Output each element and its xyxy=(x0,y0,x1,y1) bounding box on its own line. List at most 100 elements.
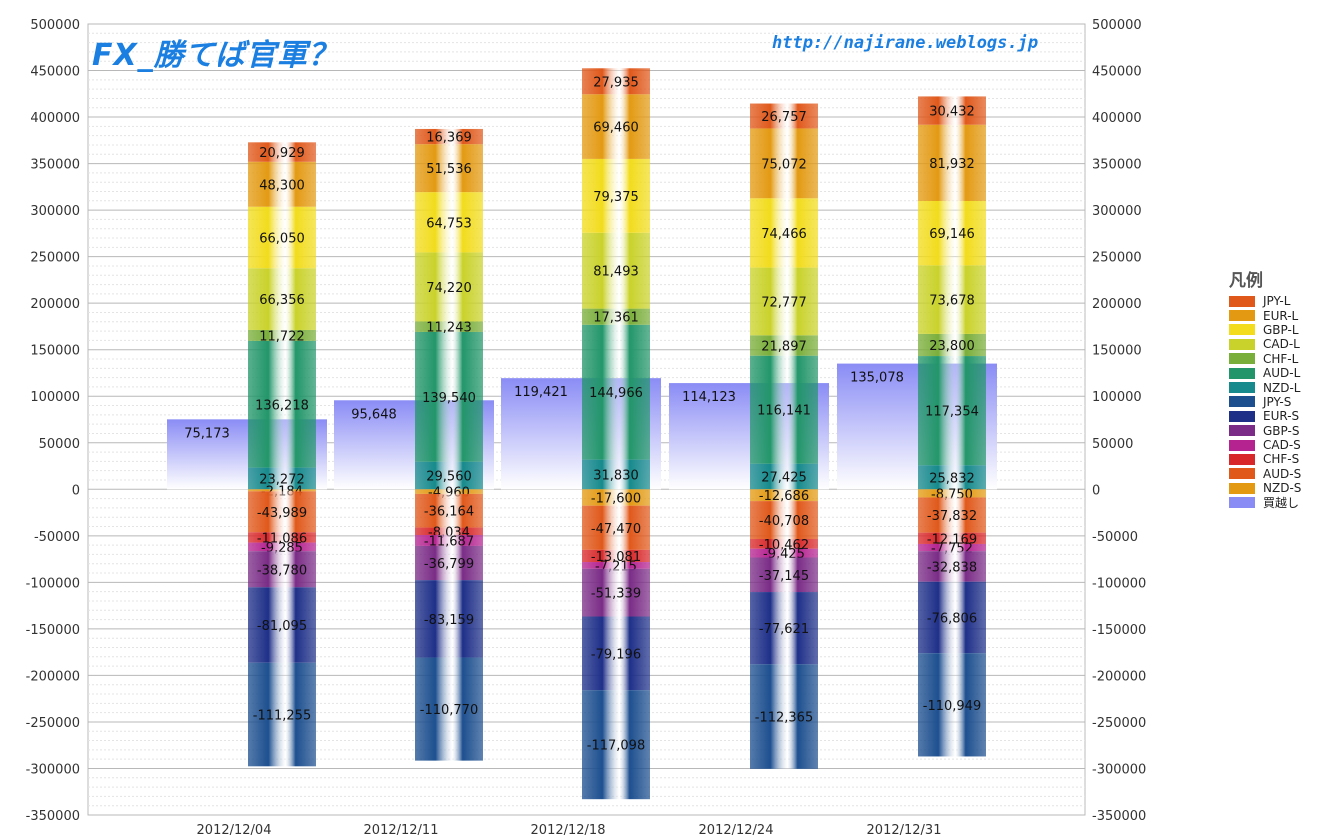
bar-segment xyxy=(248,142,316,162)
bar-segment xyxy=(415,144,483,193)
legend-item: JPY-L xyxy=(1229,294,1301,308)
x-tick-label: 2012/12/04 xyxy=(197,823,272,837)
y-tick-label-left: -250000 xyxy=(26,716,80,731)
y-tick-label-left: -100000 xyxy=(26,576,80,591)
bar-segment xyxy=(415,527,483,536)
legend-swatch xyxy=(1229,338,1255,350)
net-bar-label: 135,078 xyxy=(850,371,904,386)
bar-segment-label: -12,686 xyxy=(759,489,809,504)
y-tick-label-right: 450000 xyxy=(1092,65,1142,80)
stacked-bars: 23,272 136,218 11,722 66,356 66,050 48,300 20,… xyxy=(248,68,986,800)
bar-segment xyxy=(582,562,650,569)
bar-segment xyxy=(582,94,650,159)
y-tick-label-left: 450000 xyxy=(30,65,80,80)
bar-segment-label: -81,095 xyxy=(257,619,307,634)
x-tick-label: 2012/12/18 xyxy=(531,823,606,837)
legend-item: EUR-S xyxy=(1229,409,1301,423)
net-bar-label: 75,173 xyxy=(184,426,230,441)
bar-segment xyxy=(248,551,316,588)
bar-segment xyxy=(918,465,986,490)
x-tick-label: 2012/12/31 xyxy=(867,823,942,837)
y-tick-label-right: -250000 xyxy=(1092,716,1146,731)
bar-segment-label: -11,687 xyxy=(424,534,474,549)
legend-item: JPY-S xyxy=(1229,395,1301,409)
bar-segment xyxy=(415,545,483,581)
bar-segment xyxy=(918,265,986,334)
bar-segment-label: -110,949 xyxy=(923,699,981,714)
legend-swatch xyxy=(1229,382,1255,394)
bar-segment xyxy=(582,158,650,233)
bar-segment-label: 74,466 xyxy=(761,227,807,242)
bar-segment xyxy=(750,557,818,593)
bar-segment xyxy=(918,489,986,498)
bar-segment-label: 26,757 xyxy=(761,110,807,125)
bar-segment xyxy=(415,580,483,658)
legend-label: CHF-S xyxy=(1263,452,1300,467)
bar-segment-label: 74,220 xyxy=(426,281,472,296)
bar-segment-label: 11,722 xyxy=(259,329,305,344)
legend-label: EUR-S xyxy=(1263,409,1300,424)
y-tick-label-right: 50000 xyxy=(1092,437,1133,452)
bar-segment xyxy=(415,657,483,761)
legend-label: EUR-L xyxy=(1263,308,1299,323)
y-tick-label-left: -50000 xyxy=(34,530,80,545)
net-bar-label: 114,123 xyxy=(682,390,736,405)
bar-segment-label: 27,935 xyxy=(593,75,639,90)
y-axis-right: 5000004500004000003500003000002500002000… xyxy=(1092,18,1146,824)
bar-segment xyxy=(750,335,818,356)
y-tick-label-left: -200000 xyxy=(26,669,80,684)
bar-segment xyxy=(248,489,316,492)
bar-segment-label: 66,356 xyxy=(259,293,305,308)
bar-segment-label: 20,929 xyxy=(259,146,305,161)
legend-swatch xyxy=(1229,425,1255,437)
legend-label: 買越し xyxy=(1263,496,1300,511)
bar-segment xyxy=(248,161,316,207)
bar-segment xyxy=(582,324,650,460)
bar-segment-label: -110,770 xyxy=(420,703,478,718)
bar-segment-label: 21,897 xyxy=(761,340,807,355)
bar-segment-label: 136,218 xyxy=(255,398,309,413)
bar-segment xyxy=(918,333,986,357)
bar-segment xyxy=(918,551,986,582)
legend-label: CAD-L xyxy=(1263,337,1300,352)
legend-swatch xyxy=(1229,353,1255,365)
legend: 凡例 JPY-L EUR-L GBP-L CAD-L CHF-L AUD-L NZD-L JP… xyxy=(1229,266,1301,510)
bar-segment-label: 73,678 xyxy=(929,294,975,309)
site-url[interactable]: http://najirane.weblogs.jp xyxy=(772,33,1039,53)
bar-segment xyxy=(248,587,316,663)
y-tick-label-left: -300000 xyxy=(26,762,80,777)
bar-segment xyxy=(750,267,818,336)
legend-swatch xyxy=(1229,295,1255,307)
legend-label: GBP-L xyxy=(1263,322,1299,337)
y-tick-label-right: 200000 xyxy=(1092,297,1142,312)
bar-segment xyxy=(415,493,483,528)
legend-item: EUR-L xyxy=(1229,308,1301,323)
y-tick-label-right: -50000 xyxy=(1092,530,1138,545)
bar-segment xyxy=(750,198,818,268)
y-tick-label-left: 300000 xyxy=(30,204,80,219)
bar-segment xyxy=(415,128,483,145)
bar-segment-label: 66,050 xyxy=(259,231,305,246)
y-tick-label-left: 100000 xyxy=(30,390,80,405)
bar-segment-label: 117,354 xyxy=(925,405,979,420)
legend-swatch xyxy=(1229,367,1255,379)
bar-segment-label: 30,432 xyxy=(929,105,975,120)
bar-segment-label: 27,425 xyxy=(761,471,807,486)
bar-segment xyxy=(582,489,650,506)
bar-segment-label: 81,493 xyxy=(593,265,639,280)
bar-segment-label: 116,141 xyxy=(757,404,811,419)
bar-segment xyxy=(248,206,316,269)
legend-item: GBP-S xyxy=(1229,424,1301,438)
bar-segment xyxy=(582,690,650,800)
legend-label: AUD-S xyxy=(1263,466,1302,481)
bar-segment-label: -83,159 xyxy=(424,613,474,628)
bar-segment-label: 31,830 xyxy=(593,468,639,483)
legend-item: CAD-S xyxy=(1229,438,1301,452)
bar-segment-label: 139,540 xyxy=(422,391,476,406)
y-tick-label-left: 0 xyxy=(72,483,80,498)
y-axis-left: 5000004500004000003500003000002500002000… xyxy=(26,18,80,824)
legend-swatch xyxy=(1229,453,1255,465)
bar-segment xyxy=(750,103,818,129)
legend-swatch xyxy=(1229,482,1255,494)
